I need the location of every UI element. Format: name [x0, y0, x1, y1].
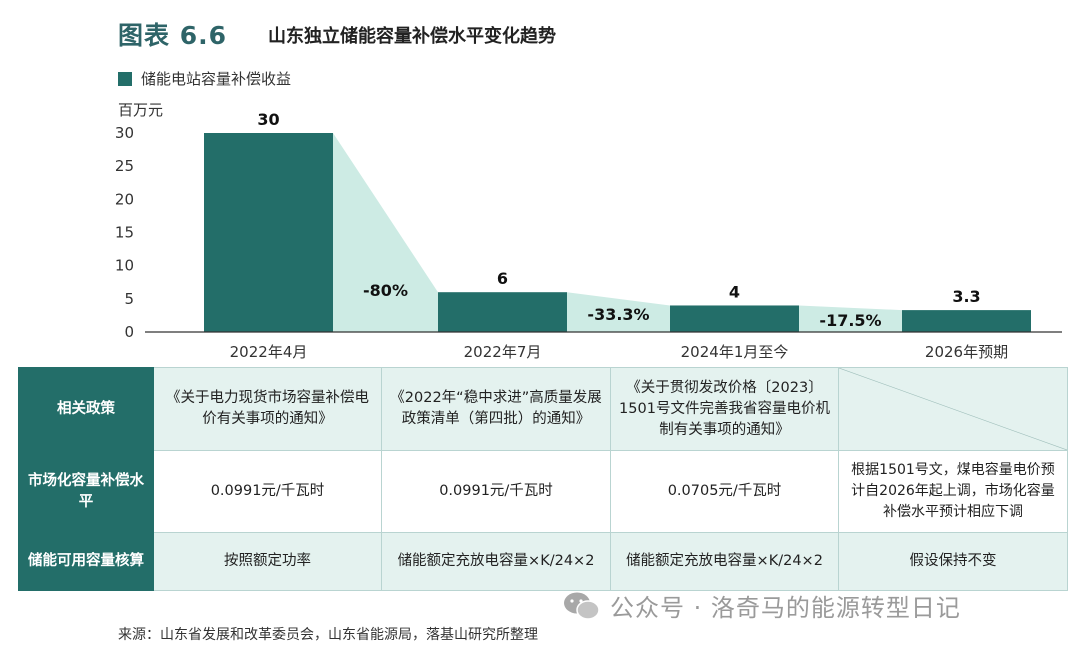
wechat-icon [564, 592, 600, 620]
x-tick-label: 2026年预期 [925, 343, 1008, 361]
watermark: 公众号 · 洛奇马的能源转型日记 [562, 588, 961, 623]
y-axis-ticks: 0 5 10 15 20 25 30 [115, 124, 134, 341]
value-labels: 30 6 4 3.3 [257, 110, 980, 306]
capacity-cell: 按照额定功率 [153, 532, 382, 591]
y-tick-label: 25 [115, 157, 134, 175]
y-tick-label: 15 [115, 224, 134, 242]
y-tick-label: 30 [115, 124, 134, 142]
bar [438, 292, 567, 332]
empty-diagonal-cell [838, 367, 1068, 451]
policy-table: 相关政策 《关于电力现货市场容量补偿电价有关事项的通知》 《2022年“稳中求进… [18, 367, 1068, 591]
watermark-text: 公众号 · 洛奇马的能源转型日记 [610, 594, 961, 622]
y-tick-label: 10 [115, 257, 134, 275]
capacity-cell: 假设保持不变 [838, 532, 1068, 591]
x-tick-label: 2022年4月 [230, 343, 308, 361]
bar-chart: 百万元 0 5 10 15 20 25 30 30 6 4 3.3 -80% -33.3% -17.5… [115, 101, 1062, 361]
row-header-policy: 相关政策 [18, 367, 154, 451]
table-row-policy: 相关政策 《关于电力现货市场容量补偿电价有关事项的通知》 《2022年“稳中求进… [18, 367, 1068, 451]
bar-value-label: 3.3 [952, 287, 980, 306]
bars [204, 133, 1031, 332]
bar-value-label: 4 [729, 282, 740, 301]
x-axis-labels: 2022年4月 2022年7月 2024年1月至今 2026年预期 [230, 343, 1008, 361]
y-axis-label: 百万元 [118, 101, 163, 119]
policy-cell: 《关于电力现货市场容量补偿电价有关事项的通知》 [153, 367, 382, 451]
bar-value-label: 6 [497, 269, 508, 288]
table-row-capacity: 储能可用容量核算 按照额定功率 储能额定充放电容量×K/24×2 储能额定充放电… [18, 532, 1068, 591]
change-area [567, 292, 670, 332]
y-tick-label: 20 [115, 190, 134, 208]
y-tick-label: 0 [124, 323, 134, 341]
bar [204, 133, 333, 332]
y-tick-label: 5 [124, 290, 134, 308]
legend-swatch [118, 71, 132, 86]
x-tick-label: 2022年7月 [464, 343, 542, 361]
level-cell: 0.0705元/千瓦时 [610, 450, 839, 533]
change-area [333, 133, 438, 332]
change-label: -17.5% [819, 311, 881, 330]
capacity-cell: 储能额定充放电容量×K/24×2 [610, 532, 839, 591]
source-note: 来源：山东省发展和改革委员会，山东省能源局，落基山研究所整理 [118, 627, 538, 643]
bar-value-label: 30 [257, 110, 279, 129]
chart-title: 山东独立储能容量补偿水平变化趋势 [268, 26, 556, 47]
chart-legend: 储能电站容量补偿收益 [118, 68, 291, 89]
x-tick-label: 2024年1月至今 [681, 343, 789, 361]
legend-label: 储能电站容量补偿收益 [141, 70, 292, 88]
change-label: -33.3% [587, 305, 649, 324]
table-row-level: 市场化容量补偿水平 0.0991元/千瓦时 0.0991元/千瓦时 0.0705… [18, 450, 1068, 533]
bar [670, 305, 799, 332]
level-cell: 0.0991元/千瓦时 [153, 450, 382, 533]
figure-label: 图表 6.6 [118, 21, 227, 50]
row-header-capacity: 储能可用容量核算 [18, 532, 154, 591]
change-labels: -80% -33.3% -17.5% [363, 281, 882, 330]
level-cell-note: 根据1501号文，煤电容量电价预计自2026年起上调，市场化容量补偿水平预计相应… [838, 450, 1068, 533]
row-header-level: 市场化容量补偿水平 [18, 450, 154, 533]
capacity-cell: 储能额定充放电容量×K/24×2 [381, 532, 611, 591]
change-area [799, 305, 902, 332]
policy-cell: 《2022年“稳中求进”高质量发展政策清单（第四批）的通知》 [381, 367, 611, 451]
bar [902, 310, 1031, 332]
level-cell: 0.0991元/千瓦时 [381, 450, 611, 533]
policy-cell: 《关于贯彻发改价格〔2023〕1501号文件完善我省容量电价机制有关事项的通知》 [610, 367, 839, 451]
change-label: -80% [363, 281, 408, 300]
change-areas [333, 133, 902, 332]
